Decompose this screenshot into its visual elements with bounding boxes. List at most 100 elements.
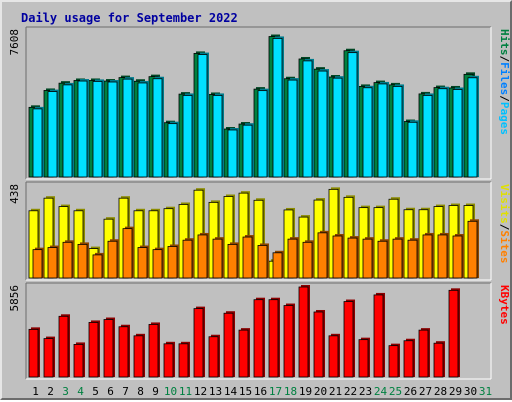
- kbytes-kbytes-bar-27: [418, 328, 430, 378]
- x-tick-label-14: 14: [224, 385, 238, 398]
- visits-sites-bar-21: [332, 233, 344, 279]
- kbytes-kbytes-bar-5: [88, 320, 100, 378]
- x-tick-label-5: 5: [92, 385, 99, 398]
- kbytes-kbytes-bar-19: [298, 285, 310, 378]
- visits-legend-0: Visits: [498, 184, 511, 224]
- usage-files-bar-13-face: [212, 95, 223, 178]
- usage-files-bar-3: [62, 82, 74, 178]
- x-tick-label-25: 25: [389, 385, 402, 398]
- kbytes-kbytes-bar-4: [73, 342, 85, 378]
- visits-sites-bar-11: [182, 238, 194, 279]
- usage-files-bar-4-face: [77, 80, 88, 178]
- kbytes-kbytes-bar-29: [448, 288, 460, 378]
- kbytes-kbytes-bar-20-face: [313, 311, 324, 378]
- visits-sites-bar-24-face: [377, 240, 388, 279]
- visits-sites-bar-10-face: [167, 246, 178, 279]
- usage-files-bar-12: [197, 52, 209, 178]
- x-tick-label-21: 21: [329, 385, 342, 398]
- visits-sites-bar-29: [452, 233, 464, 279]
- visits-sites-bar-18-face: [287, 238, 298, 279]
- visits-sites-bar-23: [362, 237, 374, 279]
- kbytes-kbytes-bar-7-face: [118, 326, 129, 378]
- usage-files-bar-5-face: [92, 81, 103, 178]
- visits-sites-bar-4: [77, 242, 89, 279]
- usage-files-bar-19: [302, 58, 314, 178]
- kbytes-kbytes-bar-15: [238, 328, 250, 378]
- usage-files-bar-25: [392, 84, 404, 178]
- usage-files-bar-28: [437, 86, 449, 178]
- x-tick-label-22: 22: [344, 385, 357, 398]
- kbytes-kbytes-bar-15-face: [238, 329, 249, 378]
- usage-files-bar-17: [272, 36, 284, 178]
- x-tick-label-1: 1: [32, 385, 39, 398]
- kbytes-legend-label: KBytes: [498, 285, 511, 325]
- kbytes-kbytes-bar-5-face: [88, 322, 99, 378]
- x-tick-label-13: 13: [209, 385, 222, 398]
- kbytes-kbytes-bar-12-face: [193, 308, 204, 378]
- usage-legend-4: Pages: [498, 102, 511, 135]
- visits-sites-bar-29-face: [452, 235, 463, 279]
- visits-sites-bar-5-face: [92, 254, 103, 279]
- visits-sites-bar-20: [317, 230, 329, 279]
- x-tick-label-19: 19: [299, 385, 312, 398]
- usage-files-bar-30: [467, 75, 479, 178]
- kbytes-kbytes-bar-12: [193, 306, 205, 378]
- x-tick-label-20: 20: [314, 385, 327, 398]
- usage-files-bar-8-face: [137, 82, 148, 178]
- usage-legend-1: /: [498, 56, 511, 63]
- kbytes-kbytes-bar-23-face: [358, 339, 369, 378]
- visits-sites-bar-25: [392, 237, 404, 279]
- kbytes-legend-0: KBytes: [498, 285, 511, 325]
- visits-legend-2: Sites: [498, 230, 511, 263]
- visits-sites-bar-27-face: [422, 234, 433, 279]
- kbytes-kbytes-bar-2-face: [43, 338, 54, 378]
- usage-files-bar-22-face: [347, 52, 358, 178]
- kbytes-kbytes-bar-11-face: [178, 343, 189, 378]
- usage-files-bar-19-face: [302, 60, 313, 178]
- usage-files-bar-16: [257, 88, 269, 178]
- visits-legend-1: /: [498, 224, 511, 231]
- visits-sites-bar-15-face: [242, 236, 253, 279]
- visits-sites-bar-8: [137, 245, 149, 279]
- visits-sites-bar-24: [377, 239, 389, 279]
- usage-files-bar-20: [317, 69, 329, 178]
- usage-files-bar-6: [107, 80, 119, 178]
- usage-files-bar-23-face: [362, 87, 373, 178]
- kbytes-kbytes-bar-23: [358, 337, 370, 378]
- visits-sites-bar-17-face: [272, 252, 283, 279]
- visits-sites-bar-3-face: [62, 241, 73, 279]
- usage-files-bar-14: [227, 127, 239, 178]
- x-tick-label-12: 12: [194, 385, 207, 398]
- visits-sites-bar-12: [197, 232, 209, 279]
- usage-files-bar-15: [242, 123, 254, 178]
- usage-files-bar-12-face: [197, 54, 208, 178]
- visits-sites-bar-5: [92, 252, 104, 279]
- x-tick-label-4: 4: [77, 385, 84, 398]
- visits-sites-bar-6: [107, 239, 119, 279]
- kbytes-kbytes-bar-26-face: [403, 340, 414, 378]
- usage-files-bar-18-face: [287, 79, 298, 178]
- x-tick-label-24: 24: [374, 385, 388, 398]
- usage-files-bar-26: [407, 120, 419, 178]
- kbytes-kbytes-bar-20: [313, 309, 325, 378]
- usage-files-bar-18: [287, 78, 299, 178]
- kbytes-kbytes-bar-6: [103, 317, 115, 378]
- usage-files-bar-1: [32, 106, 44, 178]
- usage-files-bar-7-face: [122, 78, 133, 178]
- usage-files-bar-14-face: [227, 129, 238, 178]
- x-tick-label-23: 23: [359, 385, 372, 398]
- usage-files-bar-11-face: [182, 95, 193, 178]
- usage-files-bar-29: [452, 87, 464, 178]
- x-tick-label-11: 11: [179, 385, 192, 398]
- kbytes-kbytes-bar-14: [223, 311, 235, 378]
- kbytes-kbytes-bar-19-face: [298, 286, 309, 378]
- kbytes-kbytes-bar-17: [268, 297, 280, 378]
- kbytes-kbytes-bar-22-face: [343, 301, 354, 378]
- kbytes-kbytes-bar-7: [118, 324, 130, 378]
- x-tick-label-9: 9: [152, 385, 159, 398]
- visits-sites-bar-3: [62, 240, 74, 279]
- visits-sites-bar-13-face: [212, 238, 223, 279]
- usage-files-bar-1-face: [32, 108, 43, 178]
- visits-sites-bar-9-face: [152, 249, 163, 279]
